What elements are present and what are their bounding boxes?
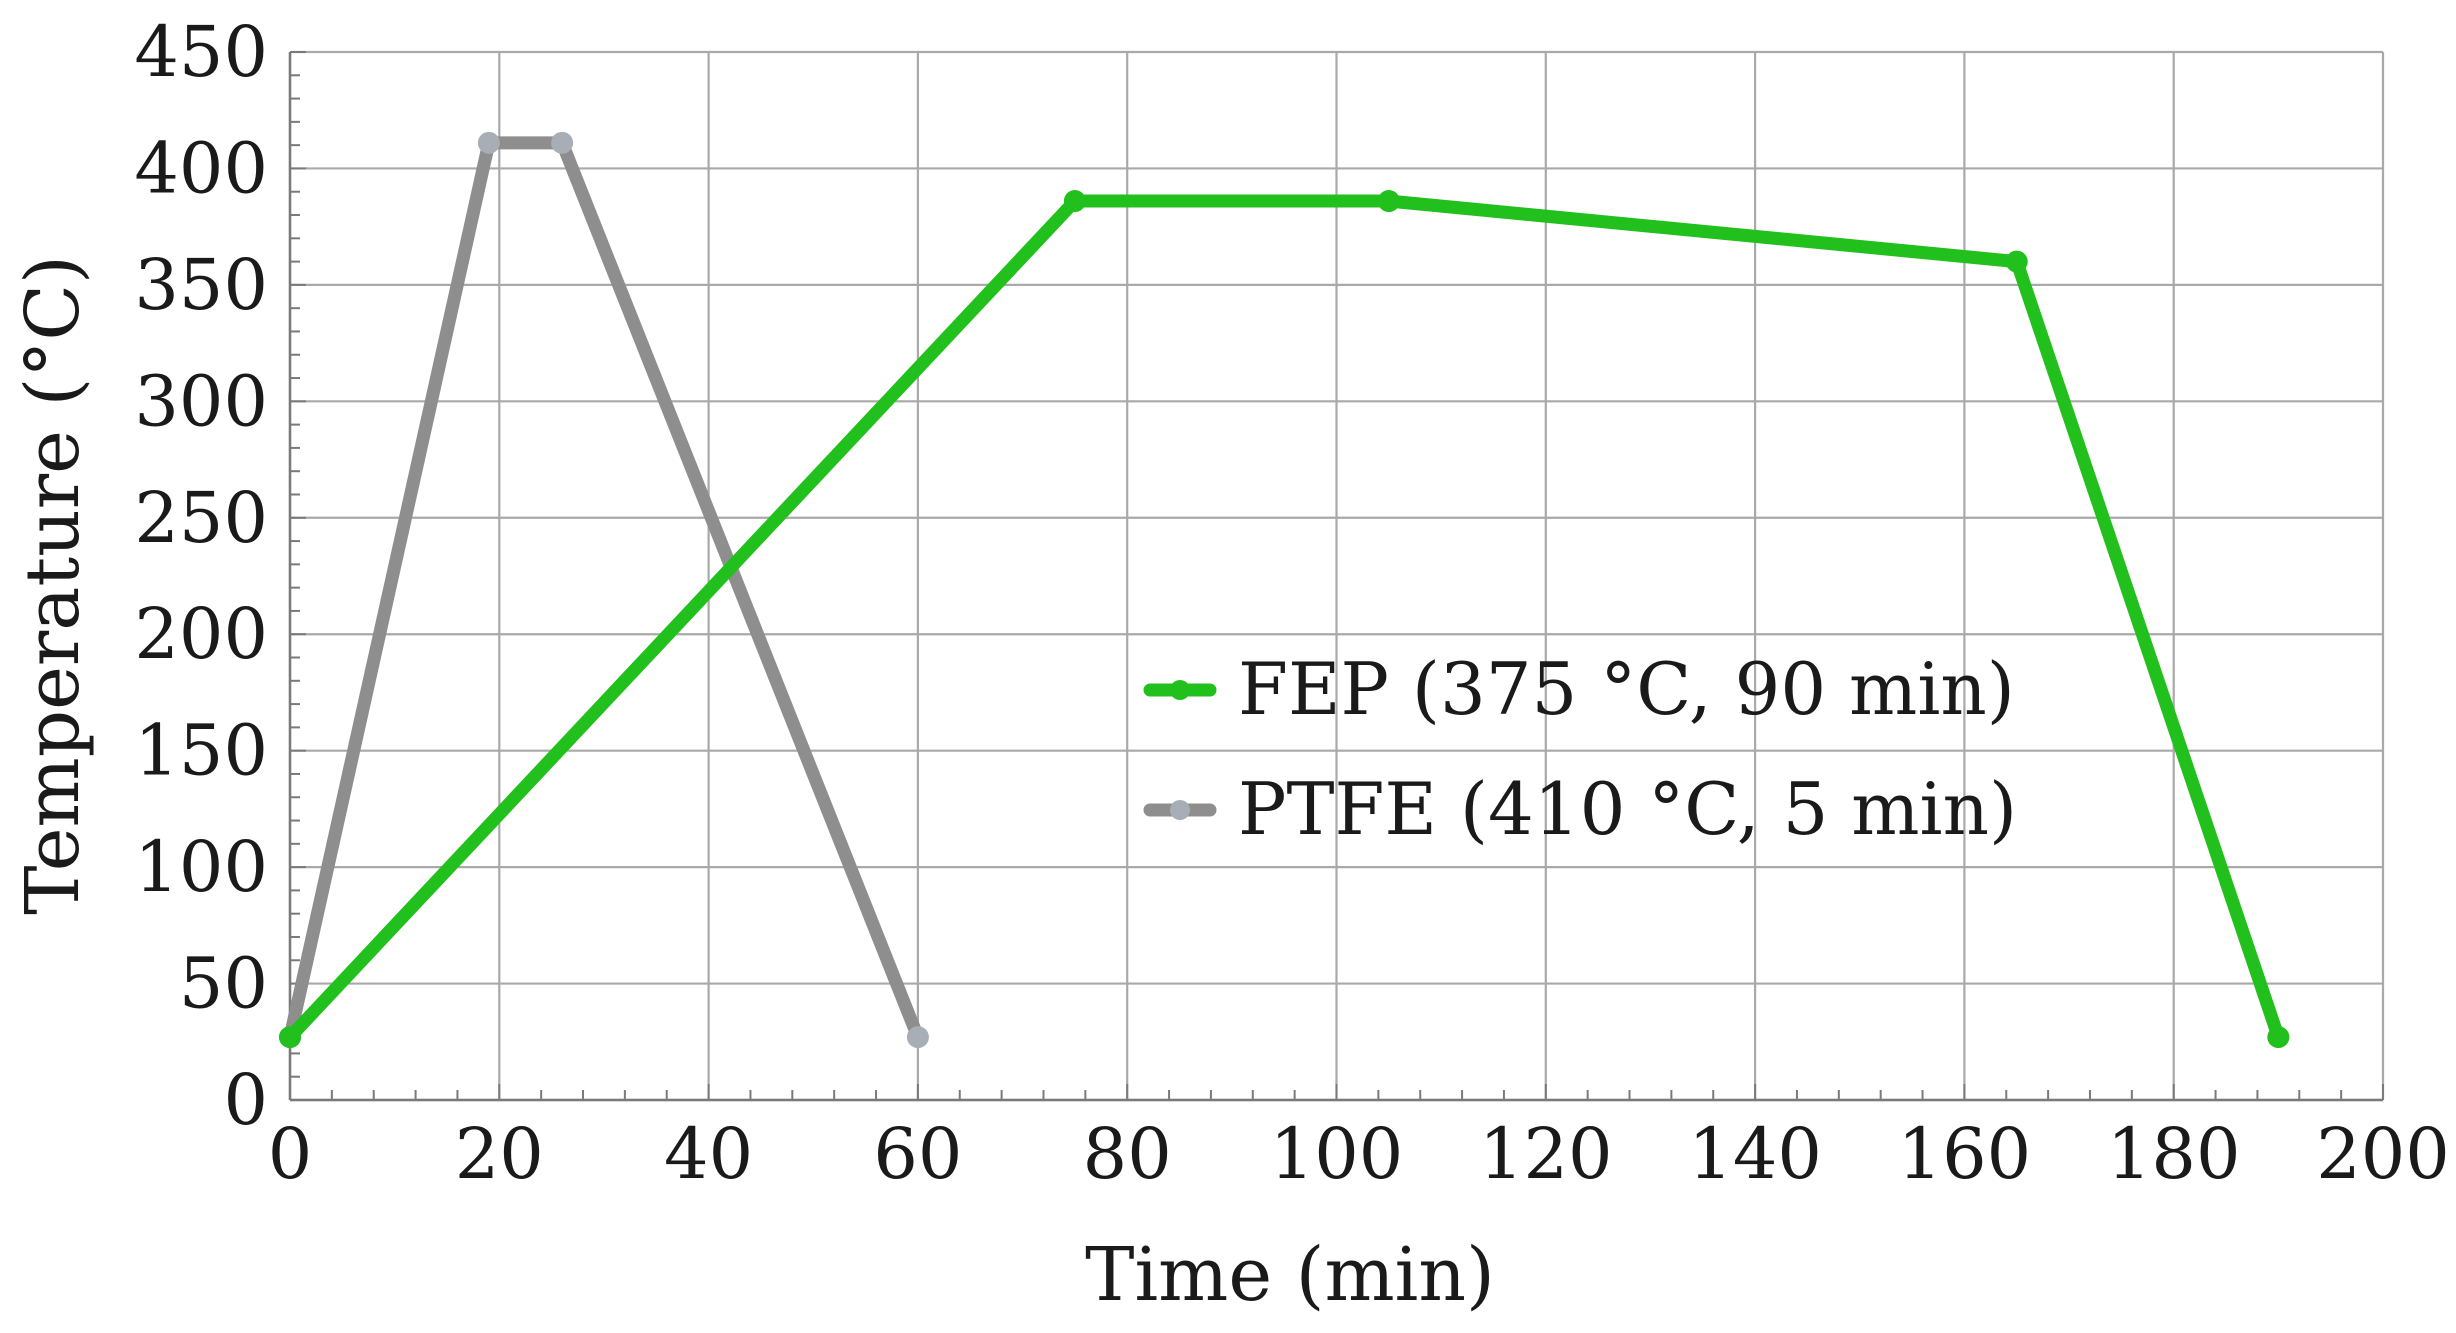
- series-line: [283, 136, 925, 1044]
- data-point: [551, 131, 574, 154]
- x-tick-label: 200: [2316, 1113, 2450, 1195]
- y-tick-label: 300: [134, 360, 268, 442]
- x-tick-label: 160: [1898, 1113, 2032, 1195]
- y-tick-label: 150: [134, 710, 268, 792]
- legend: FEP (375 °C, 90 min) PTFE (410 °C, 5 min): [1143, 647, 2017, 851]
- y-tick-label: 0: [223, 1059, 268, 1141]
- series-group: [279, 190, 2290, 1049]
- x-tick-label: 80: [1083, 1113, 1172, 1195]
- grid-layer: [288, 50, 2385, 1102]
- legend-item: FEP (375 °C, 90 min): [1143, 647, 2015, 731]
- x-tick-label: 120: [1479, 1113, 1613, 1195]
- x-tick-label: 40: [664, 1113, 753, 1195]
- data-point: [477, 131, 500, 154]
- x-tick-label: 100: [1270, 1113, 1404, 1195]
- x-tick-label: 180: [2107, 1113, 2241, 1195]
- data-point: [906, 1026, 929, 1049]
- y-tick-label: 200: [134, 593, 268, 675]
- series-group: [279, 131, 929, 1049]
- legend-swatch-marker: [1170, 680, 1190, 700]
- legend-label: PTFE (410 °C, 5 min): [1238, 767, 2017, 851]
- y-tick-label: 450: [134, 11, 268, 93]
- y-tick-label: 350: [134, 244, 268, 326]
- data-point: [2005, 250, 2028, 273]
- legend-swatch-marker: [1170, 800, 1190, 820]
- series-line: [283, 194, 2285, 1044]
- legend-label: FEP (375 °C, 90 min): [1238, 647, 2015, 731]
- x-axis-label: Time (min): [1085, 1232, 1495, 1318]
- x-tick-label: 0: [268, 1113, 313, 1195]
- axis-layer: 0 20 40 60 80 100 120 140 160 180 200 0 50 100 150 200 2…: [134, 11, 2449, 1195]
- y-tick-label: 250: [134, 477, 268, 559]
- data-point: [1063, 190, 1086, 213]
- legend-item: PTFE (410 °C, 5 min): [1143, 767, 2017, 851]
- data-point: [1377, 190, 1400, 213]
- x-tick-label: 60: [873, 1113, 962, 1195]
- data-point: [279, 1026, 301, 1049]
- data-point: [2267, 1026, 2290, 1049]
- y-tick-label: 400: [134, 127, 268, 209]
- series-layer: [279, 131, 2290, 1049]
- x-tick-label: 140: [1688, 1113, 1822, 1195]
- x-tick-label: 20: [455, 1113, 544, 1195]
- y-tick-label: 100: [134, 826, 268, 908]
- y-axis-label: Temperature (°C): [10, 255, 96, 915]
- y-tick-label: 50: [179, 943, 268, 1025]
